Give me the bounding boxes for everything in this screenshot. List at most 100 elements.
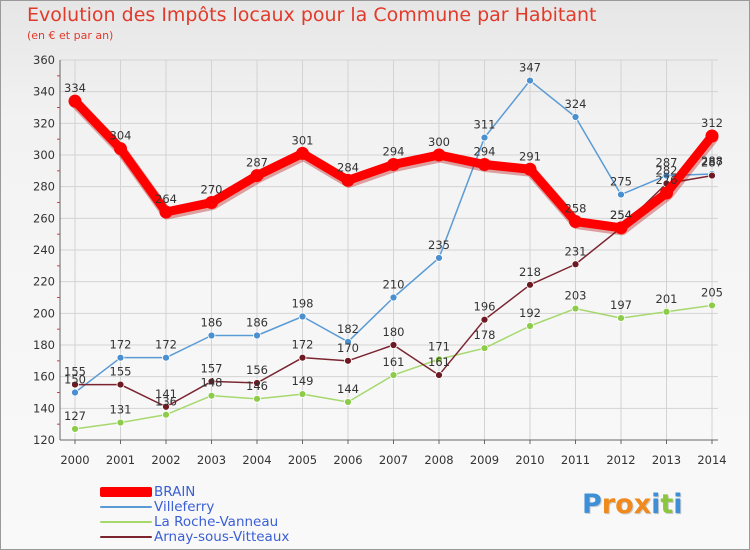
data-label-villeferry: 186 (201, 316, 223, 330)
data-label-brain: 270 (201, 183, 223, 197)
data-point-villeferry (571, 113, 580, 121)
x-tick-label: 2004 (242, 453, 271, 467)
data-label-arnay-sous-vitteaux: 231 (565, 244, 587, 258)
y-tick-label: 140 (33, 401, 55, 415)
proxiti-logo: Proxiti (582, 489, 683, 520)
data-label-brain: 284 (337, 160, 359, 174)
y-tick-label: 220 (33, 275, 55, 289)
data-point-arnay-sous-vitteaux (71, 380, 79, 389)
x-tick-label: 2010 (515, 453, 544, 467)
y-tick-label: 240 (33, 243, 55, 257)
data-point-brain (114, 142, 127, 156)
data-label-arnay-sous-vitteaux: 282 (656, 164, 678, 178)
data-point-la-roche-vanneau (344, 398, 352, 406)
data-point-brain (296, 146, 309, 160)
x-tick-label: 2013 (652, 453, 681, 467)
x-tick-label: 2012 (606, 453, 635, 467)
x-tick-label: 2002 (151, 453, 180, 467)
data-point-arnay-sous-vitteaux (344, 356, 352, 365)
legend-swatch-villeferry (100, 506, 152, 508)
data-label-villeferry: 150 (64, 373, 86, 387)
data-point-arnay-sous-vitteaux (708, 171, 716, 180)
data-point-la-roche-vanneau (526, 322, 534, 330)
data-label-la-roche-vanneau: 203 (565, 289, 587, 303)
data-point-arnay-sous-vitteaux (298, 353, 307, 362)
legend-label-la-roche-vanneau: La Roche-Vanneau (154, 514, 279, 530)
data-point-la-roche-vanneau (116, 418, 125, 427)
data-label-la-roche-vanneau: 197 (610, 298, 632, 312)
y-tick-label: 340 (33, 85, 55, 99)
legend-swatch-brain (100, 487, 152, 497)
chart-subtitle: (en € et par an) (27, 29, 114, 42)
data-label-villeferry: 186 (246, 316, 268, 330)
data-point-la-roche-vanneau (435, 355, 443, 364)
data-label-villeferry: 347 (519, 61, 541, 75)
legend-label-arnay-sous-vitteaux: Arnay-sous-Vitteaux (154, 529, 290, 545)
data-point-brain (250, 169, 264, 183)
data-label-la-roche-vanneau: 148 (201, 376, 223, 390)
data-label-la-roche-vanneau: 146 (246, 379, 268, 393)
y-tick-label: 320 (33, 116, 55, 130)
data-label-arnay-sous-vitteaux: 196 (474, 300, 496, 314)
data-point-brain (705, 129, 719, 143)
data-label-arnay-sous-vitteaux: 180 (383, 325, 405, 339)
x-tick-label: 2014 (697, 453, 726, 467)
chart-title: Evolution des Impôts locaux pour la Comm… (27, 4, 597, 26)
data-label-brain: 334 (64, 81, 86, 95)
y-tick-label: 200 (33, 306, 55, 320)
x-tick-label: 2011 (561, 453, 590, 467)
data-label-brain: 291 (519, 149, 541, 163)
y-tick-label: 160 (33, 370, 55, 384)
data-label-brain: 304 (110, 129, 132, 143)
data-point-arnay-sous-vitteaux (162, 402, 170, 411)
data-point-villeferry (162, 353, 170, 362)
x-tick-label: 2007 (379, 453, 408, 467)
data-point-brain (614, 221, 628, 235)
data-point-la-roche-vanneau (571, 304, 580, 313)
legend-label-brain: BRAIN (154, 484, 196, 500)
data-point-la-roche-vanneau (253, 394, 261, 403)
data-label-la-roche-vanneau: 149 (292, 374, 314, 388)
data-point-arnay-sous-vitteaux (389, 341, 398, 349)
data-label-arnay-sous-vitteaux: 218 (519, 265, 541, 279)
data-point-villeferry (617, 190, 625, 199)
data-point-brain (569, 215, 582, 228)
data-label-villeferry: 198 (292, 297, 314, 311)
data-point-villeferry (116, 353, 125, 362)
data-point-brain (68, 94, 82, 108)
data-label-la-roche-vanneau: 161 (383, 355, 405, 369)
data-point-villeferry (526, 76, 534, 85)
data-label-arnay-sous-vitteaux: 155 (64, 365, 86, 379)
data-label-brain: 300 (428, 135, 450, 149)
data-label-villeferry: 287 (656, 156, 678, 170)
legend-swatch-la-roche-vanneau (100, 521, 152, 523)
data-label-la-roche-vanneau: 205 (701, 285, 723, 299)
data-point-la-roche-vanneau (162, 410, 170, 419)
data-point-brain (341, 173, 355, 187)
data-point-brain (660, 186, 673, 200)
data-point-villeferry (480, 133, 489, 142)
data-point-arnay-sous-vitteaux (526, 280, 534, 289)
data-label-arnay-sous-vitteaux: 161 (428, 355, 450, 369)
data-point-la-roche-vanneau (298, 390, 307, 398)
data-point-arnay-sous-vitteaux (116, 380, 125, 389)
data-label-brain: 294 (474, 145, 496, 159)
data-label-la-roche-vanneau: 178 (474, 328, 496, 342)
x-tick-label: 2008 (424, 453, 453, 467)
data-point-villeferry (71, 388, 79, 397)
data-label-la-roche-vanneau: 192 (519, 306, 541, 320)
y-tick-label: 300 (33, 148, 55, 162)
data-label-la-roche-vanneau: 171 (428, 339, 450, 353)
data-point-brain (159, 205, 173, 219)
data-point-arnay-sous-vitteaux (435, 371, 443, 379)
data-point-la-roche-vanneau (71, 425, 79, 433)
data-point-brain (205, 196, 218, 209)
data-label-villeferry: 275 (610, 175, 632, 189)
data-point-brain (523, 162, 537, 176)
data-label-villeferry: 288 (701, 154, 723, 168)
data-label-arnay-sous-vitteaux: 157 (201, 361, 223, 375)
data-point-villeferry (253, 331, 261, 340)
data-label-villeferry: 172 (155, 338, 177, 352)
y-tick-label: 360 (33, 53, 55, 67)
data-point-brain (478, 158, 491, 171)
